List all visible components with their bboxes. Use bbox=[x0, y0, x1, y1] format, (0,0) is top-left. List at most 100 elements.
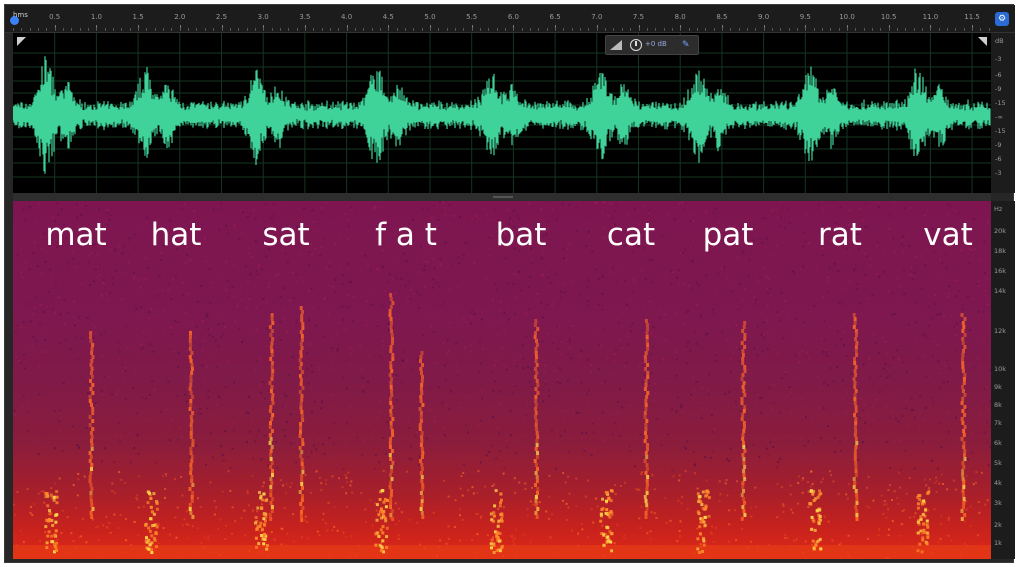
divider-grip[interactable] bbox=[493, 196, 513, 198]
spectrogram-noise bbox=[328, 406, 331, 409]
corner-handle-icon[interactable] bbox=[17, 37, 26, 46]
spectrogram-noise bbox=[567, 506, 570, 509]
spectrogram-formant bbox=[147, 538, 151, 542]
spectrogram-formant bbox=[609, 489, 613, 493]
spectrogram-noise bbox=[567, 353, 570, 356]
spectrogram-noise bbox=[948, 292, 951, 295]
spectrogram-noise bbox=[378, 269, 381, 272]
spectrogram-formant bbox=[52, 498, 56, 502]
spectrogram-noise bbox=[556, 434, 559, 437]
spectrogram-noise bbox=[524, 488, 527, 490]
spectrogram-noise bbox=[787, 316, 790, 319]
spectrogram-noise bbox=[446, 338, 449, 341]
time-ruler[interactable]: hms 0.5 1.0 1.5 2.0 2.5 3.0 3.5 4.0 4.5 5.0 5.5 6.0… bbox=[5, 5, 1015, 33]
spectrogram-noise bbox=[966, 458, 969, 460]
spectrogram-noise bbox=[169, 219, 172, 222]
pin-icon[interactable]: ✎ bbox=[682, 40, 690, 50]
settings-icon[interactable]: ⚙ bbox=[995, 12, 1009, 26]
spectrogram-noise bbox=[617, 401, 620, 403]
spectrogram-noise bbox=[678, 394, 680, 397]
spectrogram-noise bbox=[552, 339, 555, 342]
playhead-icon[interactable] bbox=[10, 16, 19, 25]
spectrogram-noise bbox=[39, 304, 42, 307]
spectrogram-noise bbox=[386, 281, 389, 284]
spectrogram-noise bbox=[632, 278, 635, 281]
panel-divider[interactable] bbox=[13, 193, 991, 201]
spectrogram-noise bbox=[351, 349, 354, 352]
spectrogram-noise bbox=[292, 513, 295, 516]
corner-handle-icon[interactable] bbox=[978, 37, 987, 46]
spectrogram-streak bbox=[191, 515, 195, 519]
spectrogram-streak bbox=[421, 363, 424, 367]
spectrogram-noise bbox=[794, 317, 797, 320]
spectrogram-streak bbox=[534, 403, 538, 407]
spectrogram-noise bbox=[803, 445, 806, 447]
spectrogram-formant bbox=[381, 539, 385, 543]
spectrogram-noise bbox=[320, 246, 323, 248]
spectrogram-formant bbox=[265, 544, 269, 547]
spectrogram-noise bbox=[745, 445, 748, 448]
spectrogram-streak bbox=[390, 377, 393, 381]
clock-icon[interactable] bbox=[630, 39, 642, 51]
ruler-minor-tick bbox=[163, 28, 165, 31]
spectrogram-formant bbox=[46, 504, 50, 508]
spectrogram-noise bbox=[233, 381, 236, 384]
spectrogram-streak bbox=[854, 329, 858, 333]
spectrogram-noise bbox=[179, 427, 182, 430]
spectrogram-noise bbox=[379, 355, 382, 358]
spectrogram-streak bbox=[963, 317, 967, 321]
spectrogram-noise bbox=[597, 344, 600, 347]
spectrogram-streak bbox=[644, 351, 648, 355]
spectrogram-noise bbox=[782, 503, 785, 505]
spectrogram-noise bbox=[804, 240, 807, 243]
ruler-tick-label: 0.5 bbox=[49, 13, 61, 21]
spectrogram-noise bbox=[680, 502, 683, 505]
spectrogram-streak bbox=[270, 373, 274, 377]
spectrogram-noise bbox=[199, 408, 202, 410]
spectrogram-noise bbox=[541, 273, 544, 276]
spectrogram-noise bbox=[888, 528, 890, 531]
spectrogram-noise bbox=[759, 276, 762, 279]
spectrogram-formant bbox=[818, 508, 822, 512]
spectrogram-streak bbox=[961, 337, 965, 341]
spectrogram-noise bbox=[314, 324, 317, 327]
spectrogram-formant bbox=[45, 518, 49, 522]
spectrogram-streak bbox=[389, 409, 393, 413]
spectrogram-noise bbox=[44, 423, 47, 426]
spectrogram-noise bbox=[629, 299, 632, 302]
gain-hud[interactable]: +0 dB ✎ bbox=[605, 35, 699, 55]
spectrogram-streak bbox=[269, 437, 273, 441]
spectrogram-noise bbox=[334, 278, 337, 281]
spectrogram-noise bbox=[31, 514, 34, 517]
spectrogram-noise bbox=[739, 348, 741, 351]
spectrogram-noise bbox=[908, 207, 911, 210]
spectrogram-noise bbox=[342, 468, 345, 471]
spectrogram-streak bbox=[188, 335, 192, 339]
spectrogram-noise bbox=[758, 396, 761, 399]
spectrogram-formant bbox=[150, 551, 154, 554]
spectrogram-noise bbox=[362, 441, 365, 443]
spectrogram-noise bbox=[27, 411, 30, 414]
spectrogram-noise bbox=[416, 521, 419, 524]
spectrogram-noise bbox=[256, 510, 259, 513]
spectrogram-noise bbox=[407, 457, 410, 460]
ruler-minor-tick bbox=[288, 28, 290, 31]
spectrogram-noise bbox=[233, 263, 236, 266]
spectrogram-noise bbox=[934, 382, 937, 385]
slider-icon[interactable] bbox=[610, 40, 622, 50]
spectrogram-noise bbox=[949, 205, 952, 208]
spectrogram-noise bbox=[32, 336, 35, 339]
spectrogram-noise bbox=[487, 322, 490, 325]
spectrogram-noise bbox=[406, 470, 409, 473]
spectrogram-panel[interactable]: mat hat sat f a t bat cat pat rat vat bbox=[13, 201, 991, 559]
spectrogram-noise bbox=[461, 466, 464, 469]
spectrogram-noise bbox=[856, 226, 859, 228]
spectrogram-noise bbox=[810, 422, 813, 425]
waveform-panel[interactable]: +0 dB ✎ bbox=[13, 33, 991, 193]
spectrogram-noise bbox=[920, 255, 923, 258]
spectrogram-streak bbox=[299, 422, 303, 426]
spectrogram-noise bbox=[567, 327, 570, 330]
spectrogram-noise bbox=[131, 444, 134, 447]
spectrogram-streak bbox=[390, 465, 394, 469]
spectrogram-noise bbox=[755, 298, 758, 301]
